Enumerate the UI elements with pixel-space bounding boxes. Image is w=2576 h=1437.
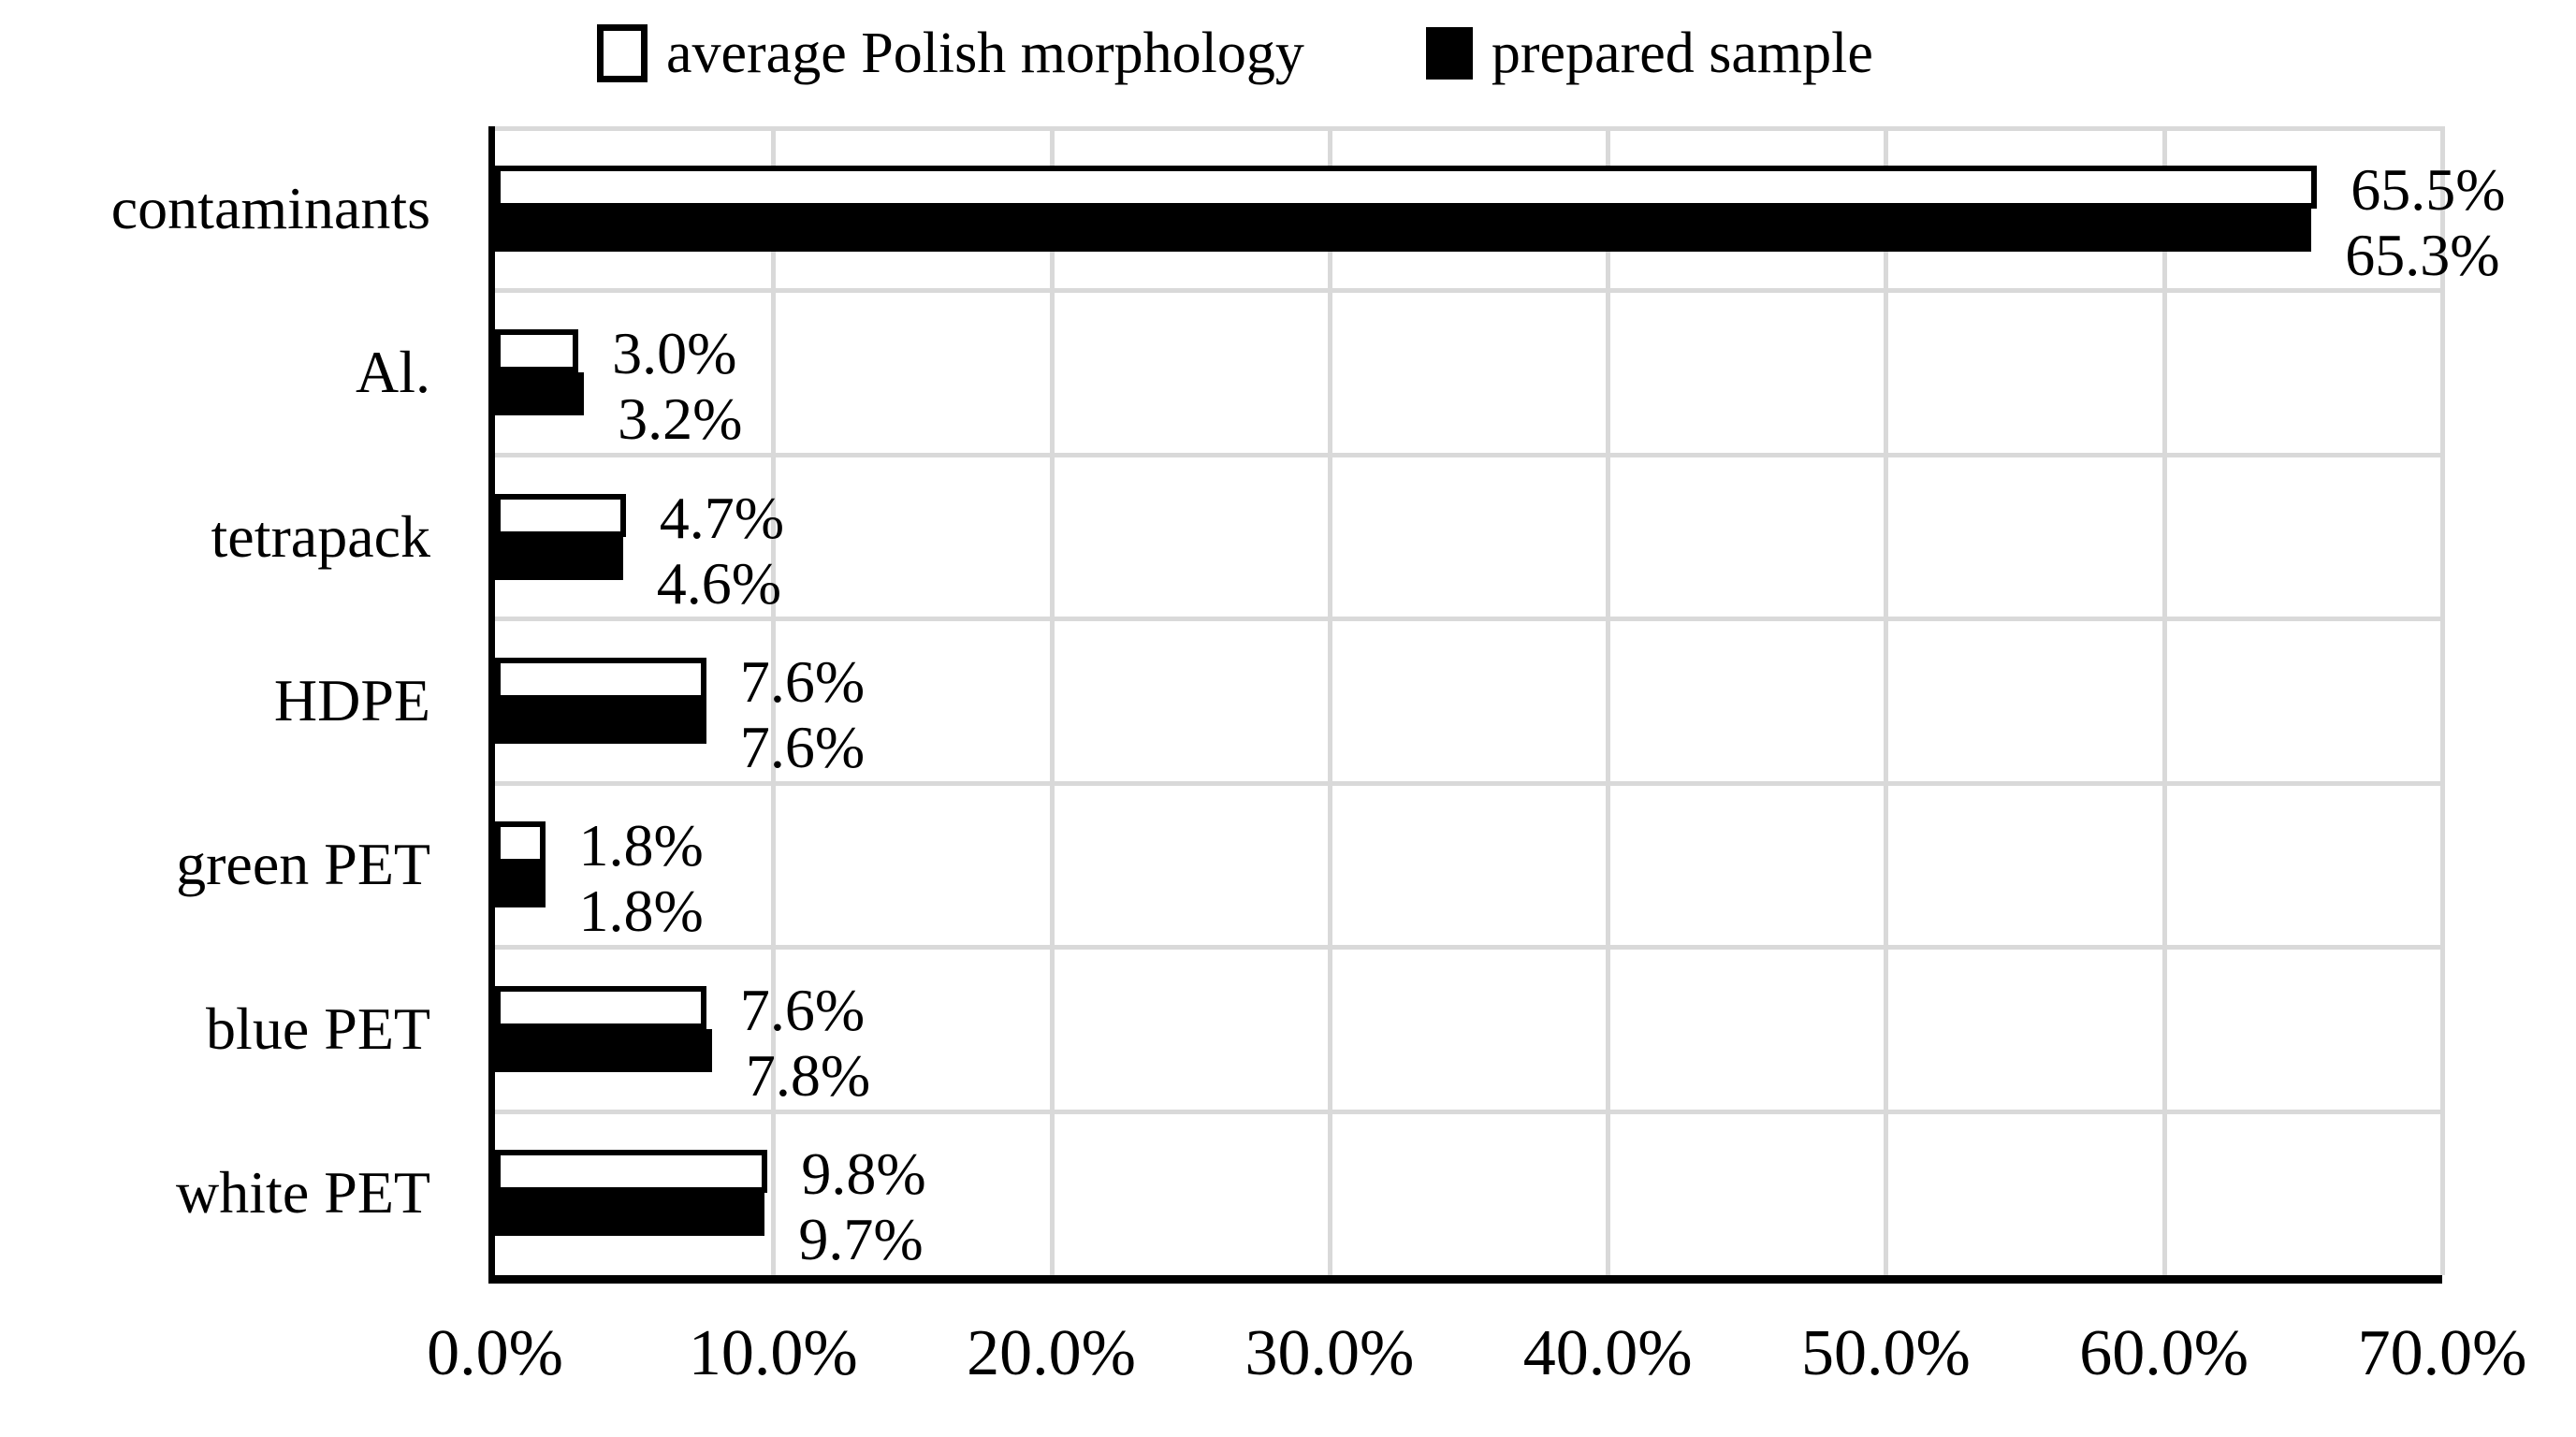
data-label-average-polish-morphology: 1.8%	[578, 812, 704, 879]
bar-prepared-sample	[495, 1028, 712, 1072]
data-label-prepared-sample: 65.3%	[2345, 221, 2500, 288]
data-label-average-polish-morphology: 7.6%	[739, 976, 866, 1043]
bar-average-polish-morphology	[495, 1150, 768, 1194]
filled-square-icon	[1425, 27, 1473, 80]
data-label-prepared-sample: 7.6%	[739, 714, 866, 780]
horizontal-gridline	[495, 452, 2442, 457]
plot-area	[488, 126, 2445, 1284]
bar-prepared-sample	[495, 1193, 765, 1237]
bar-prepared-sample	[495, 208, 2312, 252]
category-label: blue PET	[206, 994, 430, 1062]
vertical-gridline	[1049, 126, 1055, 1275]
legend-label: prepared sample	[1491, 21, 1873, 85]
bar-average-polish-morphology	[495, 165, 2318, 209]
data-label-prepared-sample: 9.7%	[798, 1206, 924, 1273]
x-tick-label: 20.0%	[967, 1317, 1136, 1389]
data-label-average-polish-morphology: 3.0%	[612, 320, 737, 387]
data-label-average-polish-morphology: 65.5%	[2350, 155, 2506, 223]
bar-prepared-sample	[495, 372, 585, 416]
bar-average-polish-morphology	[495, 821, 546, 865]
bar-average-polish-morphology	[495, 329, 579, 373]
bar-prepared-sample	[495, 701, 706, 744]
vertical-gridline	[1606, 126, 1611, 1275]
vertical-gridline	[2440, 126, 2445, 1275]
x-tick-label: 70.0%	[2357, 1317, 2527, 1389]
horizontal-gridline	[495, 617, 2442, 622]
bar-average-polish-morphology	[495, 493, 626, 537]
bar-prepared-sample	[495, 864, 546, 908]
category-label: green PET	[176, 831, 430, 898]
data-label-prepared-sample: 4.6%	[656, 549, 782, 617]
legend-item-average-polish-morphology: average Polish morphology	[597, 21, 1304, 87]
bar-average-polish-morphology	[495, 658, 706, 701]
data-label-prepared-sample: 7.8%	[745, 1041, 871, 1109]
open-square-icon	[597, 24, 648, 82]
category-label: contaminants	[110, 174, 430, 241]
chart-legend: average Polish morphology prepared sampl…	[597, 11, 1873, 95]
category-label: tetrapack	[211, 502, 431, 570]
bar-prepared-sample	[495, 536, 623, 580]
data-label-average-polish-morphology: 9.8%	[801, 1140, 926, 1208]
data-label-average-polish-morphology: 4.7%	[659, 484, 785, 551]
x-tick-label: 0.0%	[427, 1317, 563, 1389]
legend-label: average Polish morphology	[666, 21, 1304, 85]
data-label-prepared-sample: 3.2%	[618, 385, 743, 453]
x-tick-label: 50.0%	[1801, 1317, 1971, 1389]
data-label-average-polish-morphology: 7.6%	[739, 648, 866, 715]
category-label: HDPE	[273, 667, 430, 733]
horizontal-gridline	[495, 1109, 2442, 1114]
vertical-gridline	[771, 126, 777, 1275]
category-label: white PET	[176, 1159, 430, 1227]
x-tick-label: 40.0%	[1522, 1317, 1693, 1389]
data-label-prepared-sample: 1.8%	[578, 878, 704, 945]
x-tick-label: 30.0%	[1244, 1317, 1415, 1389]
vertical-gridline	[1327, 126, 1332, 1275]
legend-item-prepared-sample: prepared sample	[1425, 21, 1873, 87]
x-tick-label: 10.0%	[688, 1317, 858, 1389]
horizontal-gridline	[495, 780, 2442, 786]
x-tick-label: 60.0%	[2079, 1317, 2249, 1389]
horizontal-gridline	[495, 288, 2442, 294]
horizontal-gridline	[495, 126, 2442, 131]
category-label: Al.	[356, 339, 430, 406]
vertical-gridline	[2161, 126, 2167, 1275]
bar-average-polish-morphology	[495, 985, 706, 1029]
horizontal-gridline	[495, 945, 2442, 951]
vertical-gridline	[1884, 126, 1889, 1275]
